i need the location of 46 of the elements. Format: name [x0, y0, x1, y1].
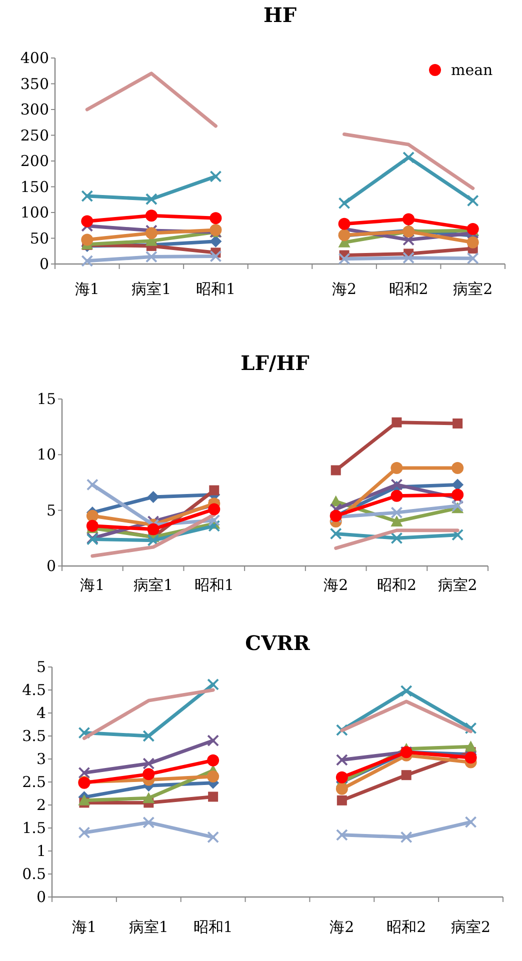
x-tick-label: 昭和2: [376, 576, 416, 594]
x-tick-label: 病室2: [453, 280, 493, 298]
x-tick-label: 昭和1: [193, 918, 233, 936]
x-tick-label: 病室1: [134, 576, 174, 594]
x-tick-label: 海1: [74, 280, 100, 298]
x-tick-label: 病室2: [451, 918, 491, 936]
y-tick-label: 2: [36, 796, 46, 814]
x-tick-label: 海1: [80, 576, 105, 594]
legend-label: mean: [451, 61, 494, 79]
y-tick-label: 300: [20, 100, 49, 118]
y-tick-label: 150: [20, 178, 49, 196]
y-tick-label: 10: [36, 446, 56, 464]
x-tick-label: 昭和1: [194, 576, 234, 594]
y-tick-label: 100: [20, 204, 49, 222]
chart-title: HF: [263, 3, 297, 27]
y-tick-label: 0: [39, 255, 49, 273]
y-tick-label: 0: [36, 888, 46, 906]
y-tick-label: 3.5: [22, 727, 46, 745]
x-tick-label: 昭和2: [386, 918, 426, 936]
x-tick-label: 昭和1: [196, 280, 236, 298]
y-tick-label: 3: [36, 750, 46, 768]
y-tick-label: 5: [36, 658, 46, 676]
y-tick-label: 350: [20, 74, 49, 93]
y-tick-label: 0: [46, 557, 56, 575]
y-tick-label: 250: [20, 126, 49, 144]
x-tick-label: 病室1: [128, 918, 168, 936]
x-tick-label: 海1: [72, 918, 96, 936]
y-tick-label: 4.5: [22, 681, 46, 699]
chart-title: LF/HF: [240, 351, 310, 375]
y-tick-label: 1: [36, 842, 46, 860]
x-tick-label: 病室1: [132, 280, 172, 298]
y-tick-label: 4: [36, 704, 46, 722]
y-tick-label: 1.5: [22, 819, 46, 837]
x-tick-label: 海2: [324, 576, 348, 594]
y-tick-label: 400: [20, 49, 49, 67]
x-tick-label: 昭和2: [388, 280, 428, 298]
y-tick-label: 15: [36, 390, 56, 408]
chart-title: CVRR: [245, 631, 310, 655]
x-tick-label: 病室2: [438, 576, 478, 594]
y-tick-label: 0.5: [22, 865, 46, 883]
x-tick-label: 海2: [332, 280, 357, 298]
y-tick-label: 200: [20, 152, 49, 170]
x-tick-label: 海2: [330, 918, 354, 936]
y-tick-label: 50: [30, 229, 49, 248]
y-tick-label: 5: [46, 501, 56, 520]
y-tick-label: 2.5: [22, 773, 46, 791]
